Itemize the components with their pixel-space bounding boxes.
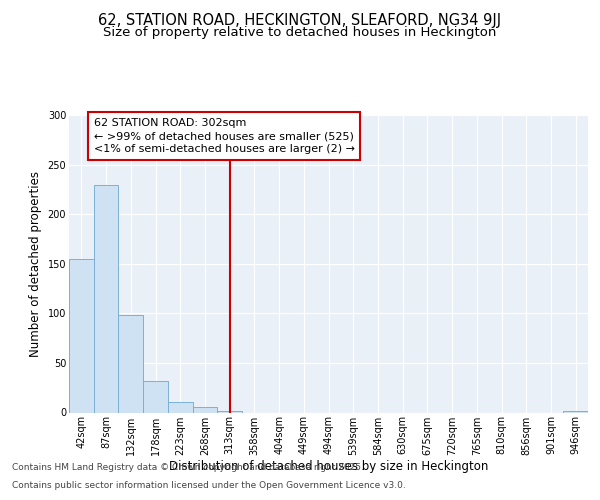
Bar	[563, 410, 588, 412]
X-axis label: Distribution of detached houses by size in Heckington: Distribution of detached houses by size …	[169, 460, 488, 473]
Text: Contains public sector information licensed under the Open Government Licence v3: Contains public sector information licen…	[12, 481, 406, 490]
Bar	[168, 402, 193, 412]
Bar	[94, 186, 118, 412]
Text: 62 STATION ROAD: 302sqm
← >99% of detached houses are smaller (525)
<1% of semi-: 62 STATION ROAD: 302sqm ← >99% of detach…	[94, 118, 355, 154]
Bar	[143, 381, 168, 412]
Bar	[69, 259, 94, 412]
Text: 62, STATION ROAD, HECKINGTON, SLEAFORD, NG34 9JJ: 62, STATION ROAD, HECKINGTON, SLEAFORD, …	[98, 12, 502, 28]
Bar	[217, 410, 242, 412]
Y-axis label: Number of detached properties: Number of detached properties	[29, 171, 42, 357]
Text: Contains HM Land Registry data © Crown copyright and database right 2025.: Contains HM Land Registry data © Crown c…	[12, 464, 364, 472]
Bar	[193, 406, 217, 412]
Bar	[118, 316, 143, 412]
Text: Size of property relative to detached houses in Heckington: Size of property relative to detached ho…	[103, 26, 497, 39]
